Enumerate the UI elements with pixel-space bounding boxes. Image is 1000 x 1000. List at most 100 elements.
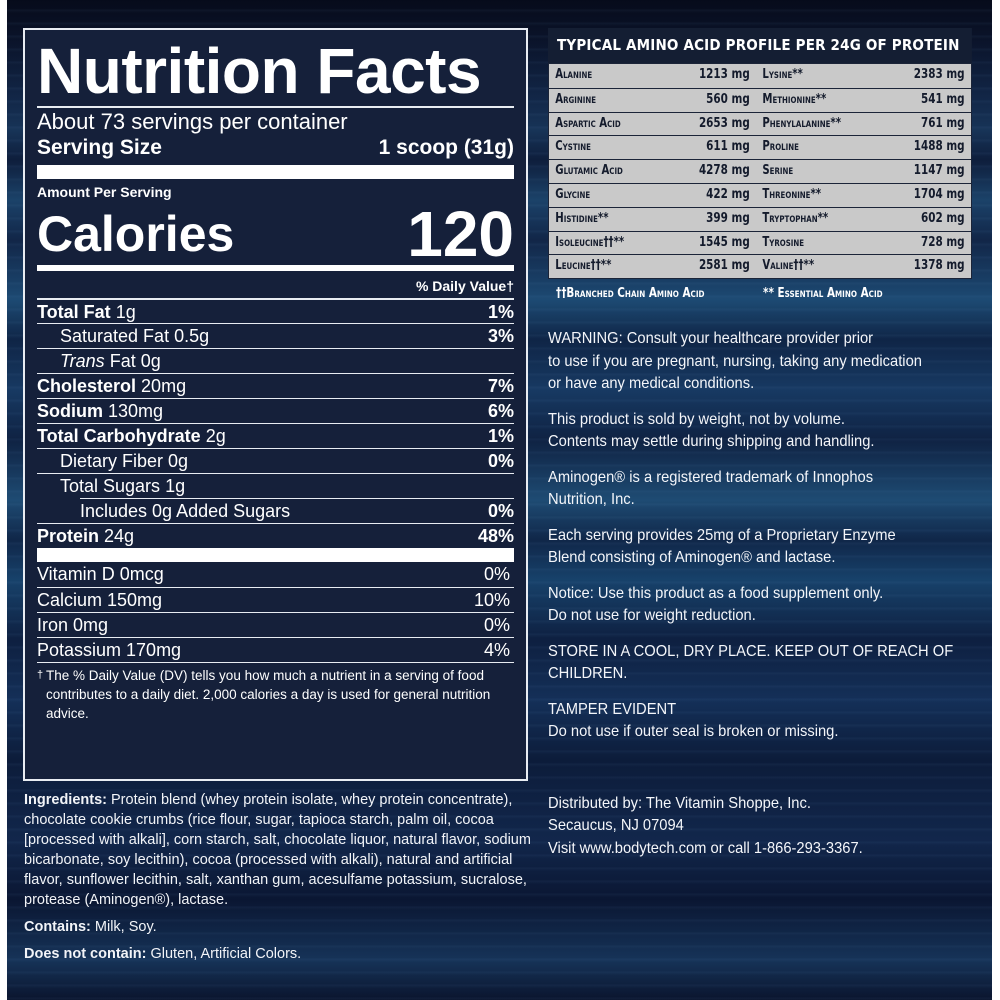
- amino-value: 1545 mg: [698, 234, 750, 250]
- amino-name: Methionine**: [762, 91, 827, 107]
- notice-line: Each serving provides 25mg of a Propriet…: [548, 526, 896, 544]
- nutrition-facts-panel: Nutrition Facts About 73 servings per co…: [23, 28, 528, 781]
- nutrient-amount: 130mg: [108, 401, 164, 421]
- notice-line: Notice: Use this product as a food suppl…: [548, 584, 884, 602]
- nutrient-amount: 1g: [115, 301, 136, 322]
- amino-row: Cystine 611 mg Proline 1488 mg: [549, 135, 971, 159]
- amino-name: Alanine: [555, 67, 593, 82]
- amino-value: 2383 mg: [913, 67, 965, 82]
- nutrient-name: Total Fat: [37, 301, 111, 322]
- nutrient-row-total-fat: Total Fat 1g 1%: [37, 298, 514, 323]
- amino-name: Valine††**: [762, 258, 815, 274]
- amino-name: Cystine: [555, 139, 591, 155]
- thick-divider: [37, 548, 514, 562]
- nutrient-row-protein: Protein 24g 48%: [37, 523, 514, 548]
- supplement-notice: Notice: Use this product as a food suppl…: [548, 583, 953, 628]
- amino-row: Isoleucine††** 1545 mg Tyrosine 728 mg: [549, 230, 971, 255]
- notice-line: to use if you are pregnant, nursing, tak…: [548, 352, 922, 370]
- amino-value: 1488 mg: [913, 139, 965, 155]
- nutrient-name: Total Carbohydrate: [37, 426, 201, 446]
- nutrient-amount: 20mg: [141, 376, 187, 396]
- amino-name: Leucine††**: [555, 258, 612, 274]
- not-contain-text: Gluten, Artificial Colors.: [150, 946, 302, 962]
- footnote-text: The % Daily Value (DV) tells you how muc…: [46, 668, 491, 721]
- daily-value-footnote: † The % Daily Value (DV) tells you how m…: [37, 662, 514, 723]
- amino-value: 399 mg: [706, 210, 750, 226]
- warning-notice: WARNING: Consult your healthcare provide…: [548, 328, 953, 396]
- enzyme-notice: Each serving provides 25mg of a Propriet…: [548, 525, 953, 570]
- amino-value: 422 mg: [706, 186, 750, 202]
- amino-name: Glutamic Acid: [555, 163, 623, 179]
- ingredients-label: Ingredients:: [24, 792, 107, 808]
- amino-row: Arginine 560 mg Methionine** 541 mg: [549, 87, 971, 112]
- amino-name: Aspartic Acid: [555, 115, 621, 131]
- nutrient-name: Protein: [37, 526, 100, 546]
- amount-per-serving: Amount Per Serving: [37, 184, 172, 200]
- amino-row: Histidine** 399 mg Tryptophan** 602 mg: [549, 206, 971, 231]
- distributor-info: Distributed by: The Vitamin Shoppe, Inc.…: [548, 793, 953, 861]
- nutrient-dv: 6%: [487, 401, 514, 421]
- nutrient-row-dietary-fiber: Dietary Fiber 0g 0%: [37, 448, 514, 473]
- amino-value: 2581 mg: [698, 258, 750, 274]
- nutrient-name: Total Sugars: [60, 476, 161, 496]
- nutrient-dv: 0%: [487, 501, 514, 521]
- trademark-notice: Aminogen® is a registered trademark of I…: [548, 467, 953, 512]
- nutrient-name: Dietary Fiber: [60, 451, 164, 471]
- amino-name: Serine: [762, 163, 794, 179]
- vitamin-label: Iron 0mg: [37, 615, 109, 635]
- amino-name: Isoleucine††**: [555, 234, 625, 250]
- amino-value: 1704 mg: [913, 186, 965, 202]
- amino-value: 611 mg: [706, 139, 750, 155]
- nutrient-row-total-sugars: Total Sugars 1g: [37, 473, 514, 498]
- amino-value: 728 mg: [920, 234, 965, 250]
- nutrient-name: Includes 0g Added Sugars: [80, 501, 291, 521]
- notice-line: Blend consisting of Aminogen® and lactas…: [548, 549, 836, 566]
- nutrient-amount: 2g: [205, 426, 226, 446]
- contains-text: Milk, Soy.: [94, 919, 157, 935]
- notice-line: Secaucus, NJ 07094: [548, 817, 684, 834]
- notice-line: This product is sold by weight, not by v…: [548, 410, 846, 428]
- notice-line: Aminogen® is a registered trademark of I…: [548, 468, 874, 486]
- nutrient-amount: 1g: [165, 476, 186, 496]
- amino-value: 2653 mg: [698, 115, 750, 131]
- nutrient-amount: 0g: [140, 351, 161, 371]
- ingredients-section: Ingredients: Protein blend (whey protein…: [24, 790, 534, 971]
- vitamin-dv: 0%: [483, 615, 510, 635]
- amino-value: 4278 mg: [698, 163, 750, 179]
- calories-label: Calories: [37, 206, 235, 262]
- notice-line: WARNING: Consult your healthcare provide…: [548, 330, 874, 347]
- amino-name: Tyrosine: [762, 234, 805, 250]
- amino-row: Glutamic Acid 4278 mg Serine 1147 mg: [549, 159, 971, 183]
- vitamin-dv: 4%: [483, 640, 510, 660]
- nutrient-dv: 1%: [487, 426, 514, 446]
- nutrient-row-added-sugars: Includes 0g Added Sugars 0%: [80, 498, 514, 523]
- nutrient-dv: 48%: [477, 526, 514, 546]
- amino-name: Arginine: [555, 91, 597, 107]
- ingredients-paragraph: Ingredients: Protein blend (whey protein…: [24, 790, 534, 910]
- amino-name: Glycine: [555, 186, 591, 202]
- nutrient-dv: 1%: [487, 301, 514, 322]
- amino-name: Histidine**: [555, 210, 609, 226]
- nutrient-name: Sodium: [37, 401, 103, 421]
- notices-section: WARNING: Consult your healthcare provide…: [548, 328, 988, 860]
- notice-line: TAMPER EVIDENT: [548, 700, 677, 718]
- nutrient-dv: 3%: [487, 326, 514, 346]
- legend-essential: ** Essential Amino Acid: [763, 286, 883, 302]
- nutrient-name-italic: Trans: [60, 351, 105, 371]
- amino-table: Alanine 1213 mg Lysine** 2383 mg Arginin…: [548, 63, 972, 280]
- thick-divider: [37, 165, 514, 179]
- nutrient-row-cholesterol: Cholesterol 20mg 7%: [37, 373, 514, 398]
- amino-name: Phenylalanine**: [762, 115, 842, 131]
- vitamin-label: Vitamin D 0mcg: [37, 564, 164, 584]
- notice-line: or have any medical conditions.: [548, 375, 755, 392]
- spacer: [548, 757, 988, 793]
- vitamin-label: Calcium 150mg: [37, 590, 163, 610]
- notice-line: CHILDREN.: [548, 665, 628, 682]
- amino-name: Threonine**: [762, 186, 822, 202]
- vitamin-row-vitamin-d: Vitamin D 0mcg 0%: [37, 562, 514, 587]
- notice-line: Visit www.bodytech.com or call 1-866-293…: [548, 839, 863, 857]
- amino-value: 1213 mg: [698, 67, 750, 82]
- amino-legend: ††Branched Chain Amino Acid ** Essential…: [548, 279, 972, 309]
- tamper-notice: TAMPER EVIDENT Do not use if outer seal …: [548, 699, 953, 744]
- amino-row: Leucine††** 2581 mg Valine††** 1378 mg: [549, 254, 971, 278]
